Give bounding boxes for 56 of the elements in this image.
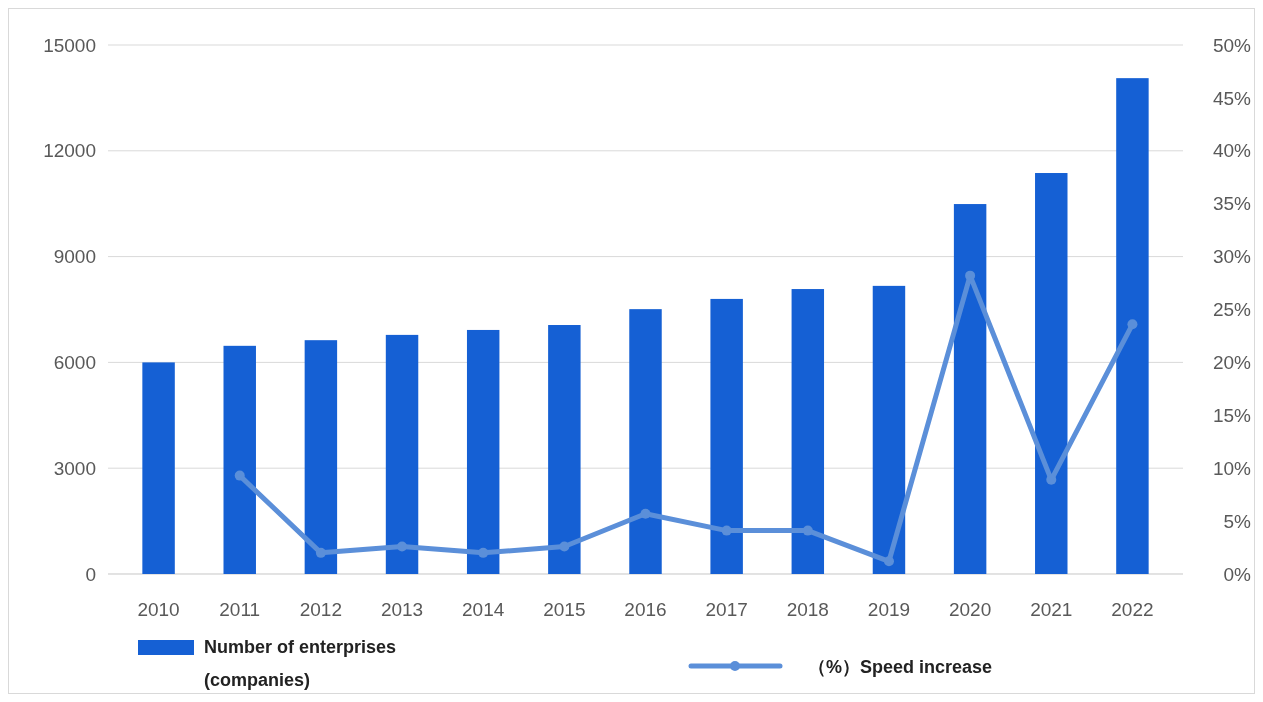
bar	[548, 325, 581, 574]
point	[965, 270, 976, 281]
bar	[223, 345, 256, 574]
point	[559, 541, 570, 552]
point	[234, 470, 245, 481]
x-tick-label: 2019	[867, 599, 911, 620]
x-tick-label: 2010	[137, 599, 180, 620]
x-tick-label: 2015	[543, 599, 586, 620]
bar	[466, 329, 500, 574]
bar	[872, 285, 906, 574]
bar	[629, 309, 662, 574]
bar	[304, 340, 338, 574]
bar	[953, 204, 987, 574]
bar	[142, 362, 175, 574]
bar	[1116, 78, 1149, 574]
y2-tick-label: 50%	[1212, 34, 1252, 56]
x-tick-label: 2018	[786, 599, 829, 620]
x-tick-label: 2014	[462, 599, 505, 620]
point	[315, 547, 326, 558]
y2-tick-label: 30%	[1212, 246, 1252, 268]
point	[721, 525, 732, 536]
x-tick-label: 2011	[219, 599, 261, 620]
bar	[385, 334, 419, 574]
bar	[710, 298, 743, 574]
y2-tick-label: 40%	[1212, 140, 1252, 162]
x-tick-label: 2020	[948, 599, 992, 620]
y2-tick-label: 0%	[1223, 563, 1252, 585]
y2-tick-label: 25%	[1212, 299, 1252, 321]
x-tick-label: 2017	[705, 599, 748, 620]
x-tick-label: 2021	[1030, 599, 1073, 620]
y-tick-label: 6000	[53, 352, 96, 374]
y-tick-label: 15000	[43, 34, 96, 56]
y2-tick-label: 15%	[1212, 404, 1252, 426]
point	[1127, 319, 1138, 330]
bar	[791, 289, 825, 574]
x-tick-label: 2016	[624, 599, 667, 620]
y2-tick-label: 20%	[1212, 352, 1252, 374]
y2-tick-label: 35%	[1212, 193, 1252, 215]
point	[802, 525, 813, 536]
point	[883, 556, 894, 567]
point	[478, 547, 489, 558]
y2-tick-label: 45%	[1212, 87, 1252, 109]
x-tick-label: 2012	[299, 599, 343, 620]
legend-label: Number of enterprises (companies)	[204, 637, 397, 690]
x-tick-label: 2013	[380, 599, 424, 620]
y2-tick-label: 5%	[1223, 510, 1252, 532]
legend-label: （%）Speed increase	[808, 657, 993, 677]
point	[397, 541, 408, 552]
y2-tick-label: 10%	[1212, 457, 1252, 479]
x-tick-label: 2022	[1111, 599, 1154, 620]
y-tick-label: 3000	[53, 457, 96, 479]
y-tick-label: 0	[85, 563, 96, 585]
point	[640, 508, 651, 519]
y-tick-label: 9000	[53, 246, 96, 268]
y-tick-label: 12000	[43, 140, 96, 162]
bar	[1035, 173, 1068, 574]
